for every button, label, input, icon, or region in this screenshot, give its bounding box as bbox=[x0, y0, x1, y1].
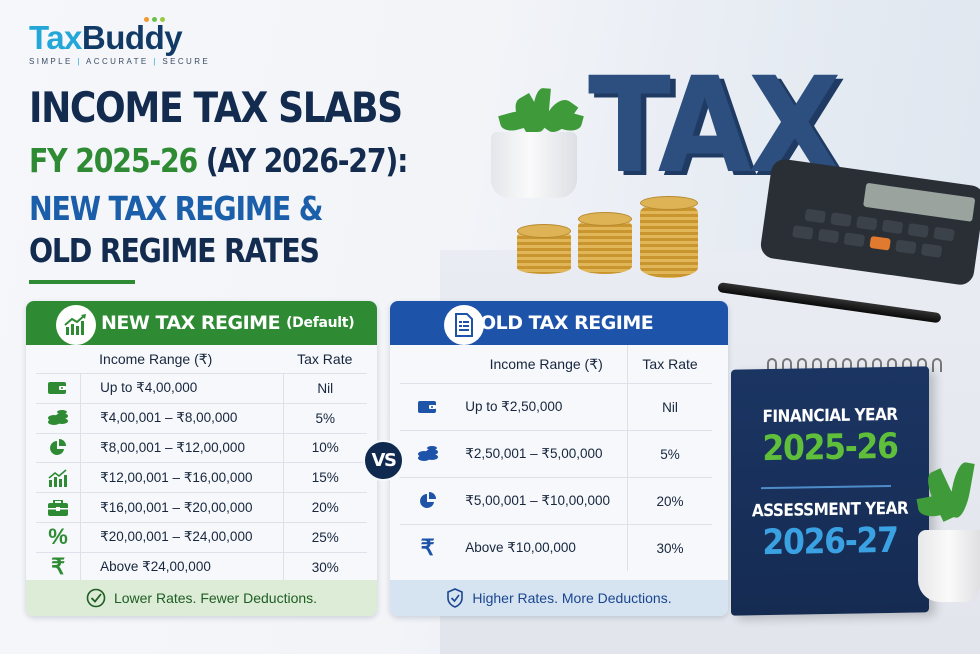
wallet-icon bbox=[400, 400, 455, 414]
new-regime-title: NEW TAX REGIME bbox=[101, 312, 281, 334]
column-header-tax-rate: Tax Rate bbox=[627, 345, 712, 383]
financial-year-label: FINANCIAL YEAR bbox=[762, 404, 898, 428]
table-row: ₹12,00,001 – ₹16,00,000 15% bbox=[36, 462, 367, 493]
pie-chart-icon bbox=[36, 438, 80, 457]
vs-badge: VS bbox=[363, 440, 404, 481]
rupee-icon: ₹ bbox=[51, 554, 66, 580]
headline-underline bbox=[29, 280, 135, 284]
coins-icon bbox=[400, 446, 455, 462]
shield-check-icon bbox=[446, 588, 464, 608]
logo-text-buddy: Buddy bbox=[81, 19, 183, 56]
growth-chart-icon bbox=[56, 305, 96, 345]
old-regime-footer-text: Higher Rates. More Deductions. bbox=[472, 590, 672, 606]
wallet-icon bbox=[36, 381, 80, 395]
coins-icon bbox=[36, 410, 80, 426]
document-icon bbox=[444, 305, 484, 345]
new-regime-footer-text: Lower Rates. Fewer Deductions. bbox=[113, 590, 318, 606]
assessment-year-value: 2026-27 bbox=[762, 520, 898, 564]
column-header-tax-rate: Tax Rate bbox=[297, 351, 353, 367]
briefcase-icon bbox=[36, 499, 80, 516]
old-regime-footer: Higher Rates. More Deductions. bbox=[390, 580, 728, 616]
old-tax-regime-card: OLD TAX REGIME Income Range (₹) Tax Rate… bbox=[390, 301, 728, 616]
calendar-rings bbox=[767, 358, 942, 372]
new-regime-subtitle: (Default) bbox=[286, 315, 355, 331]
table-row: Up to ₹4,00,000 Nil bbox=[36, 373, 367, 403]
rupee-icon: ₹ bbox=[420, 535, 435, 560]
headline-line-4: OLD REGIME RATES bbox=[29, 231, 320, 270]
percent-icon: % bbox=[48, 524, 68, 550]
table-row: Up to ₹2,50,000 Nil bbox=[400, 383, 712, 430]
assessment-year-label: ASSESSMENT YEAR bbox=[751, 498, 909, 522]
old-regime-title: OLD TAX REGIME bbox=[480, 312, 654, 334]
table-row: ₹8,00,001 – ₹12,00,000 10% bbox=[36, 432, 367, 463]
table-row: ₹ Above ₹24,00,000 30% bbox=[36, 551, 367, 582]
calendar-divider bbox=[761, 484, 891, 490]
column-header-income-range: Income Range (₹) bbox=[99, 350, 213, 367]
new-regime-footer: Lower Rates. Fewer Deductions. bbox=[26, 580, 377, 616]
logo-tagline: SIMPLE | ACCURATE | SECURE bbox=[29, 57, 211, 66]
table-row: ₹16,00,001 – ₹20,00,000 20% bbox=[36, 492, 367, 522]
table-row: ₹ Above ₹10,00,000 30% bbox=[400, 524, 712, 571]
new-tax-regime-card: NEW TAX REGIME (Default) Income Range (₹)… bbox=[26, 301, 377, 616]
old-regime-header: OLD TAX REGIME bbox=[390, 301, 728, 345]
desk-calendar: FINANCIAL YEAR 2025-26 ASSESSMENT YEAR 2… bbox=[731, 366, 929, 616]
logo-dots bbox=[144, 17, 165, 22]
table-row: % ₹20,00,001 – ₹24,00,000 25% bbox=[36, 521, 367, 552]
taxbuddy-logo[interactable]: TaxBuddy SIMPLE | ACCURATE | SECURE bbox=[29, 17, 211, 66]
pie-chart-icon bbox=[400, 492, 455, 510]
column-header-income-range: Income Range (₹) bbox=[489, 355, 603, 372]
financial-year-value: 2025-26 bbox=[762, 426, 898, 470]
logo-text-tax: Tax bbox=[29, 19, 82, 56]
growth-chart-icon bbox=[36, 469, 80, 487]
table-row: ₹5,00,001 – ₹10,00,000 20% bbox=[400, 477, 712, 524]
headline-line-2: FY 2025-26 (AY 2026-27): bbox=[29, 141, 409, 180]
headline-line-3: NEW TAX REGIME & bbox=[29, 189, 324, 228]
check-circle-icon bbox=[86, 588, 106, 608]
table-row: ₹2,50,001 – ₹5,00,000 5% bbox=[400, 430, 712, 477]
headline-line-1: INCOME TAX SLABS bbox=[29, 83, 403, 132]
table-row: ₹4,00,001 – ₹8,00,000 5% bbox=[36, 402, 367, 433]
